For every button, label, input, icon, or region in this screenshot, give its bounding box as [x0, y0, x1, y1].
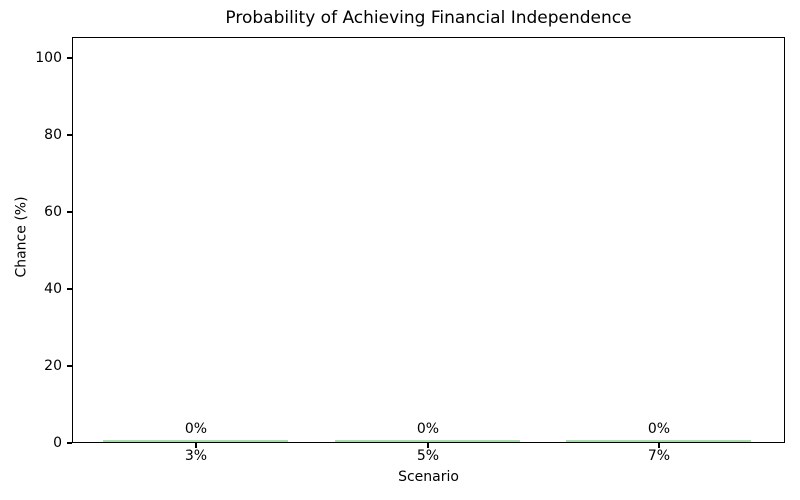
- y-tick-label: 80: [44, 127, 62, 143]
- x-tick-label: 7%: [647, 448, 671, 464]
- y-tick-mark: [67, 211, 72, 213]
- y-tick-mark: [67, 442, 72, 444]
- y-tick-label: 20: [44, 358, 62, 374]
- y-tick-label: 40: [44, 281, 62, 297]
- y-tick-mark: [67, 365, 72, 367]
- y-tick-mark: [67, 134, 72, 136]
- x-tick-mark: [195, 443, 197, 448]
- bar-scenario-7pct: [566, 440, 751, 442]
- y-tick-label: 60: [44, 204, 62, 220]
- y-tick-mark: [67, 288, 72, 290]
- x-tick-label: 5%: [416, 448, 440, 464]
- x-tick-mark: [427, 443, 429, 448]
- y-tick-label: 100: [35, 50, 62, 66]
- plot-area: [72, 37, 785, 443]
- y-axis-title: Chance (%): [13, 196, 30, 278]
- chart-title: Probability of Achieving Financial Indep…: [225, 8, 632, 28]
- x-axis-title: Scenario: [398, 469, 459, 485]
- bar-value-label: 0%: [184, 421, 208, 437]
- y-tick-label: 0: [53, 435, 62, 451]
- bar-value-label: 0%: [647, 421, 671, 437]
- y-tick-mark: [67, 57, 72, 59]
- x-tick-label: 3%: [184, 448, 208, 464]
- bar-value-label: 0%: [416, 421, 440, 437]
- bar-scenario-3pct: [103, 440, 288, 442]
- bar-scenario-5pct: [335, 440, 520, 442]
- x-tick-mark: [658, 443, 660, 448]
